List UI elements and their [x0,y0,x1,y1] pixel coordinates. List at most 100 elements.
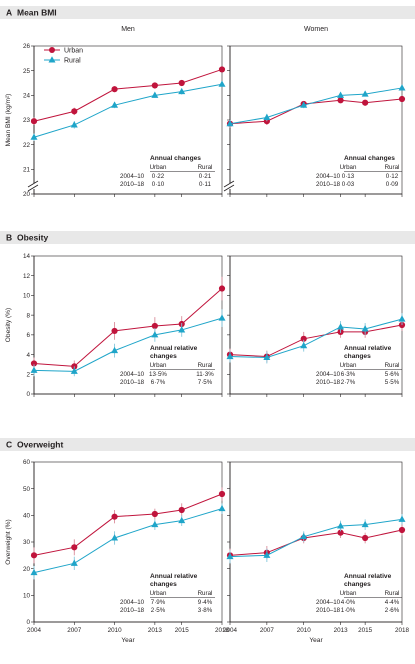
series-line [229,324,403,358]
series-rural-men [30,309,226,377]
data-point-urban [218,490,226,498]
annotation-value-rural: 4·4% [385,599,400,606]
annotation-header-urban: Urban [340,362,357,369]
annotation-row-label: 2004–10 [120,173,145,180]
annotation-value-rural: 0·12 [386,173,399,180]
annotation-title: changes [150,581,177,588]
annotation-value-rural: 7·5% [198,379,213,386]
annotation-value-rural: 0·09 [386,181,399,188]
data-point-rural [263,551,271,558]
data-point-rural [70,367,78,374]
y-tick-label: 12 [23,273,31,280]
y-axis-title: Mean BMI (kg/m²) [5,94,12,147]
data-point-rural [178,516,186,524]
data-point-urban [362,534,369,542]
annotation-header-rural: Rural [385,590,400,597]
data-point-rural [151,331,159,338]
data-point-urban [300,335,307,342]
x-tick-label: 2004 [223,627,238,634]
annotation-value-rural: 0·11 [199,181,211,188]
annotation-row-label: 2004–10 [120,599,145,606]
y-tick-label: 0 [26,619,30,626]
annotation-title: Annual relative [344,573,392,580]
annotation-header-urban: Urban [150,362,167,369]
y-axis-title: Overweight (%) [5,519,12,564]
data-point-rural [218,504,226,512]
data-point-rural [361,520,369,528]
panel-title: Obesity [17,233,48,243]
data-point-urban [71,108,78,115]
data-point-rural [70,559,78,566]
data-point-rural [178,326,186,333]
y-tick-label: 21 [23,167,31,174]
legend-label-urban: Urban [64,47,83,54]
axis-break-gap [28,183,38,189]
annotation-value-urban: 0·03 [342,181,355,188]
y-tick-label: 50 [23,486,31,493]
annotation-value-urban: 6·7% [151,379,166,386]
data-point-urban [151,510,158,518]
x-tick-label: 2007 [67,627,82,634]
x-tick-label: 2004 [27,627,42,634]
axis-break-mark [27,184,39,192]
series-rural-women [226,84,406,128]
data-point-urban [151,82,158,89]
subplot-women: Annual changes Urban Rural 2004–10 0·13 0·12 2… [223,45,406,197]
annotation-header-rural: Rural [198,164,213,171]
legend-marker-urban [49,47,55,53]
data-point-rural [218,314,226,321]
data-point-urban [398,526,406,534]
annotation-row-label: 2004–10 [316,371,341,378]
y-tick-label: 25 [23,68,31,75]
series-line [33,68,223,122]
annotation-row-label: 2004–10 [316,173,341,180]
annotation-header-rural: Rural [198,362,213,369]
annotation-value-urban: 0·10 [152,181,165,188]
data-point-urban [71,544,78,551]
plot-frame [33,461,223,623]
annotation-header-urban: Urban [150,590,167,597]
series-line [229,87,403,125]
data-point-rural [151,520,159,528]
axis-break-mark [27,180,39,188]
data-point-urban [30,360,38,367]
annotation-row-label: 2010–18 [120,181,145,188]
data-point-rural [226,119,234,127]
annotation-title: changes [150,353,177,360]
plot-frame [229,461,403,623]
data-point-urban [111,86,118,93]
y-axis-title: Obesity (%) [5,308,12,342]
annual-change-table: Annual changes Urban Rural 2004–10 0·13 0·12 2… [316,155,402,188]
series-urban-men [30,276,226,373]
legend-label-rural: Rural [64,57,81,64]
data-point-rural [361,90,369,97]
panel-B: B Obesity Obesity (%) 0 2 4 6 8 10 12 14 Annual rel… [0,231,415,398]
series-rural-women [226,313,406,364]
axis-break-mark [223,184,235,192]
data-point-rural [178,87,186,95]
series-rural-women [226,514,406,564]
data-point-rural [300,341,308,349]
y-tick-label: 23 [23,117,31,124]
annotation-header-rural: Rural [385,362,400,369]
annotation-row-label: 2010–18 [120,379,145,386]
series-line [229,98,403,125]
data-point-rural [30,568,38,576]
x-tick-label: 2013 [148,627,163,634]
y-tick-label: 6 [26,332,30,339]
annotation-value-urban: 0·13 [342,173,355,180]
annotation-value-rural: 9·4% [198,599,213,606]
annotation-value-rural: 3·8% [198,607,213,614]
legend: Urban Rural [44,47,83,64]
data-point-urban [337,97,344,104]
column-title-women: Women [304,26,328,33]
series-urban-men [30,66,226,125]
y-tick-label: 10 [23,293,31,300]
data-point-rural [226,352,234,360]
data-point-urban [337,529,344,536]
y-tick-label: 4 [26,352,30,359]
data-point-urban [362,99,369,106]
